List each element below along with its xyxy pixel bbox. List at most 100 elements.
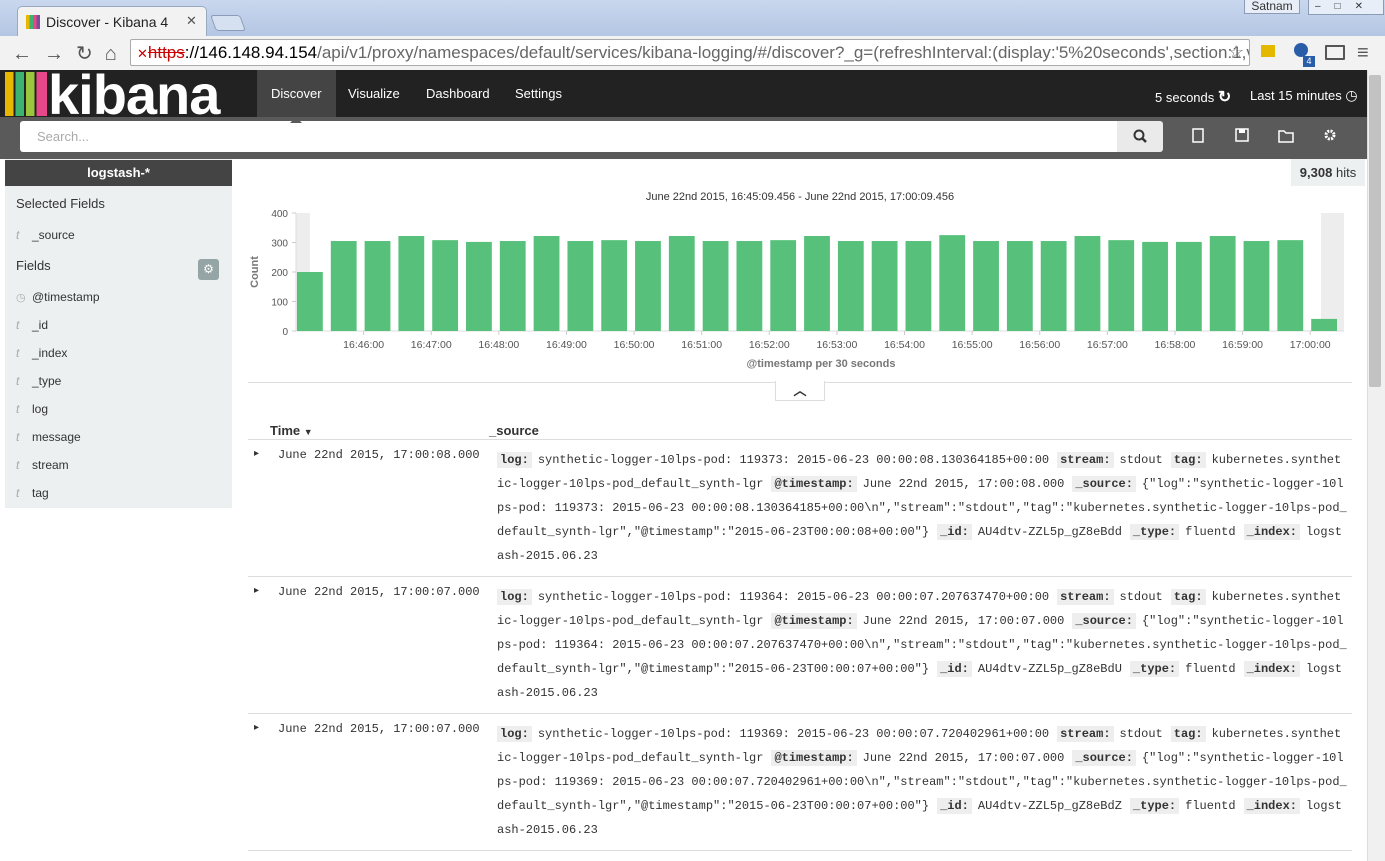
source-value: stdout [1119,590,1163,604]
url-host: ://146.148.94.154 [184,43,318,62]
source-value: kubernetes.synthetic-logger-10lps-pod_de… [497,727,1342,765]
source-key: _index: [1243,524,1300,540]
new-tab[interactable] [210,15,246,31]
source-key: tag: [1170,589,1206,605]
toolbar-icons[interactable] [1190,126,1350,146]
bar [1040,241,1067,331]
expand-toggle[interactable]: ▸ [254,722,260,733]
source-key: tag: [1170,452,1206,468]
nav-item[interactable]: Discover [257,70,336,117]
field-type-icon: t [16,346,20,360]
x-tick-label: 16:52:00 [749,339,790,351]
expand-toggle[interactable]: ▸ [254,585,260,596]
bar [1175,241,1202,331]
source-value: synthetic-logger-10lps-pod: 119369: 2015… [537,727,1050,741]
source-value: logstash-2015.06.23 [497,662,1342,700]
bar [905,241,932,331]
field-type-icon: t [16,430,20,444]
field-type-icon: t [16,374,20,388]
x-tick-label: 16:49:00 [546,339,587,351]
url-box[interactable]: ✕https://146.148.94.154/api/v1/proxy/nam… [130,39,1250,66]
source-value: logstash-2015.06.23 [497,799,1342,837]
y-tick-label: 0 [282,327,288,338]
source-key: _id: [937,798,972,814]
menu-icon[interactable]: ≡ [1357,42,1369,64]
bar [973,241,999,331]
refresh-label: 5 seconds [1155,90,1215,105]
extension-icon[interactable] [1294,43,1308,57]
source-value: AU4dtv-ZZL5p_gZ8eBdd [977,525,1122,539]
search-button[interactable] [1117,121,1163,152]
bar [770,240,797,331]
navbar [0,70,1367,117]
field-item[interactable]: t _source [16,225,75,245]
source-value: synthetic-logger-10lps-pod: 119373: 2015… [537,453,1050,467]
field-name: _type [32,374,62,388]
histogram: June 22nd 2015, 16:45:09.456 - June 22nd… [249,191,1344,370]
fields-settings[interactable]: ⚙ [198,259,219,280]
field-name: message [32,430,81,444]
expand-toggle[interactable]: ▸ [254,448,260,459]
field-item[interactable]: t _index [16,343,67,363]
logo-text: kibana [48,63,220,126]
bar [601,240,628,331]
x-tick-label: 16:58:00 [1155,339,1196,351]
index-pattern[interactable]: logstash-* [5,160,232,186]
x-axis-label: @timestamp per 30 seconds [747,358,896,370]
y-tick-label: 200 [271,268,288,279]
field-item[interactable]: t _type [16,371,61,391]
selected-fields-title: Selected Fields [16,196,105,211]
tab-favicon [26,15,40,29]
source-key: _source: [1072,750,1136,766]
bar [499,241,526,331]
extension-icon[interactable] [1261,45,1275,57]
col-header-time[interactable]: Time ▼ [270,423,313,438]
time-picker[interactable]: Last 15 minutes ◷ [1250,87,1358,103]
source-key: _index: [1243,798,1300,814]
sidebar [5,159,232,508]
window-controls[interactable]: –□✕ [1308,0,1384,15]
tab-close[interactable]: ✕ [186,13,197,28]
source-value: AU4dtv-ZZL5p_gZ8eBdU [977,662,1122,676]
field-item[interactable]: t tag [16,483,49,503]
source-key: _type: [1129,798,1180,814]
search-input[interactable] [20,121,1117,152]
field-item[interactable]: ◷ @timestamp [16,287,100,307]
source-key: _index: [1243,661,1300,677]
x-tick-label: 16:47:00 [411,339,452,351]
field-item[interactable]: t message [16,427,81,447]
source-value: kubernetes.synthetic-logger-10lps-pod_de… [497,590,1342,628]
x-tick-label: 17:00:00 [1290,339,1331,351]
bar [1006,241,1033,331]
field-item[interactable]: t _id [16,315,48,335]
field-type-icon: t [16,486,20,500]
user-badge[interactable]: Satnam [1244,0,1300,14]
bar [330,241,357,331]
bar [702,241,729,331]
nav-item[interactable]: Dashboard [426,86,490,101]
hits-count: 9,308 [1299,165,1333,180]
x-tick-label: 16:59:00 [1222,339,1263,351]
field-item[interactable]: t stream [16,455,69,475]
cast-icon[interactable] [1325,45,1345,60]
tab-strip [0,0,1385,36]
source-key: _type: [1129,524,1180,540]
collapse-chart[interactable]: ︿ [775,381,825,401]
x-tick-label: 16:56:00 [1019,339,1060,351]
source-value: stdout [1119,453,1163,467]
row-time: June 22nd 2015, 17:00:08.000 [278,448,480,462]
field-item[interactable]: t log [16,399,48,419]
extension-badge: 4 [1303,56,1315,67]
tab[interactable] [17,6,207,37]
col-time: Time [270,423,301,438]
star[interactable]: ☆ [1228,42,1245,62]
nav-item[interactable]: Settings [515,86,562,101]
scroll-thumb[interactable] [1369,75,1381,387]
y-tick-label: 100 [271,298,288,309]
field-name: stream [32,458,69,472]
row-source: log: synthetic-logger-10lps-pod: 119369: … [497,722,1347,842]
nav-buttons[interactable]: ←→↻⌂ [12,43,129,65]
nav-item[interactable]: Visualize [348,86,400,101]
refresh-interval[interactable]: 5 seconds ↻ [1155,89,1232,106]
field-name: _source [32,228,75,242]
